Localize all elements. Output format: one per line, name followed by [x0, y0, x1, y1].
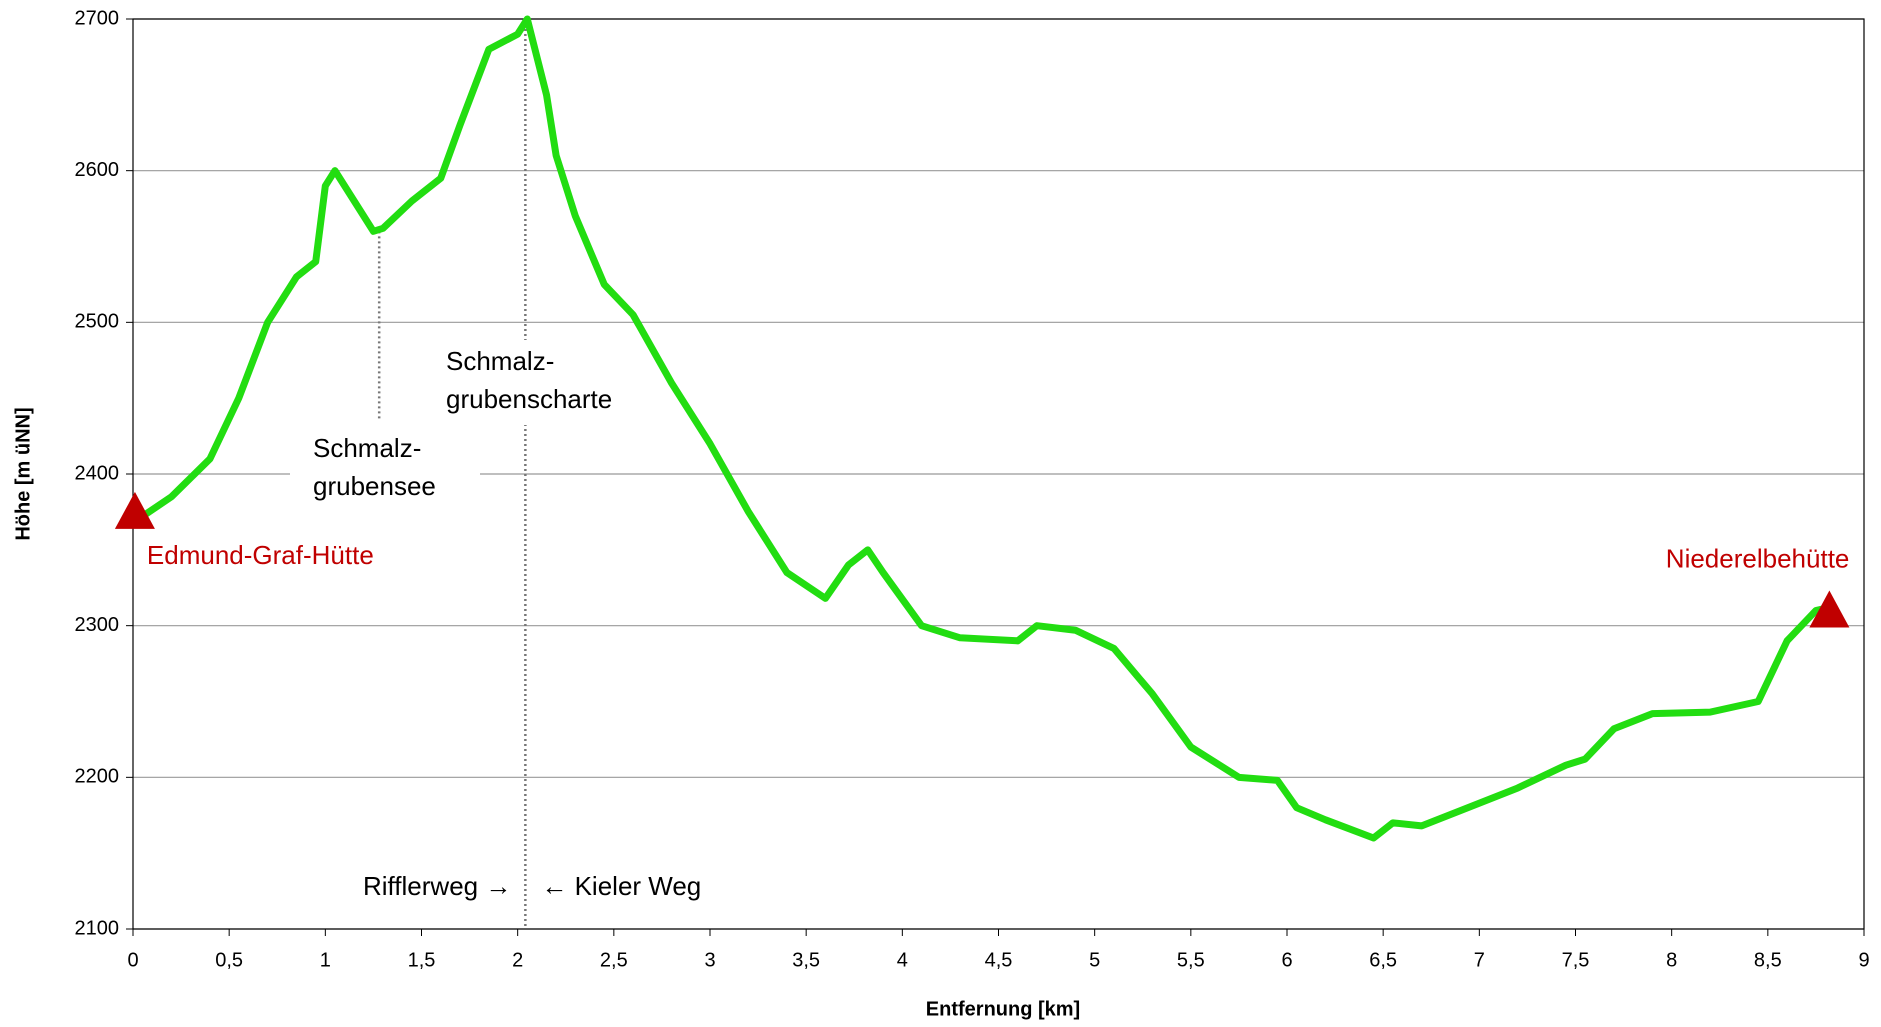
x-tick-label: 8	[1666, 949, 1677, 971]
x-tick-label: 7,5	[1562, 949, 1590, 971]
annotation: grubensee	[313, 471, 436, 501]
annotation: grubenscharte	[446, 384, 612, 414]
x-tick-label: 7	[1474, 949, 1485, 971]
x-tick-label: 0,5	[215, 949, 243, 971]
annotation: Schmalz-	[446, 346, 554, 376]
x-tick-label: 1	[320, 949, 331, 971]
x-tick-label: 9	[1858, 949, 1869, 971]
elevation-line	[141, 15, 1833, 842]
hut-label: Niederelbehütte	[1666, 543, 1850, 573]
x-tick-label: 3,5	[792, 949, 820, 971]
y-tick-label: 2700	[75, 7, 120, 29]
route-label: Rifflerweg →	[363, 871, 511, 901]
y-tick-label: 2200	[75, 766, 120, 788]
y-tick-label: 2500	[75, 311, 120, 333]
x-tick-label: 1,5	[408, 949, 436, 971]
x-axis-label: Entfernung [km]	[926, 998, 1080, 1020]
y-tick-label: 2100	[75, 917, 120, 939]
y-tick-label: 2300	[75, 614, 120, 636]
x-tick-label: 6	[1281, 949, 1292, 971]
x-tick-label: 2	[512, 949, 523, 971]
x-tick-label: 4,5	[985, 949, 1013, 971]
x-tick-label: 5	[1089, 949, 1100, 971]
hut-marker	[114, 491, 155, 529]
x-tick-label: 5,5	[1177, 949, 1205, 971]
x-tick-label: 8,5	[1754, 949, 1782, 971]
x-tick-label: 6,5	[1369, 949, 1397, 971]
x-tick-label: 0	[127, 949, 138, 971]
label-bg	[440, 340, 640, 425]
y-tick-label: 2600	[75, 159, 120, 181]
x-tick-label: 2,5	[600, 949, 628, 971]
plot-frame	[132, 18, 1865, 930]
label-bg	[290, 430, 480, 505]
x-tick-label: 3	[704, 949, 715, 971]
y-axis-label: Höhe [m üNN]	[12, 407, 34, 540]
y-tick-label: 2400	[75, 462, 120, 484]
x-tick-label: 4	[897, 949, 908, 971]
hut-label: Edmund-Graf-Hütte	[147, 540, 374, 570]
annotation: Schmalz-	[313, 433, 421, 463]
route-label: ← Kieler Weg	[541, 871, 701, 901]
hut-marker	[1809, 590, 1850, 628]
